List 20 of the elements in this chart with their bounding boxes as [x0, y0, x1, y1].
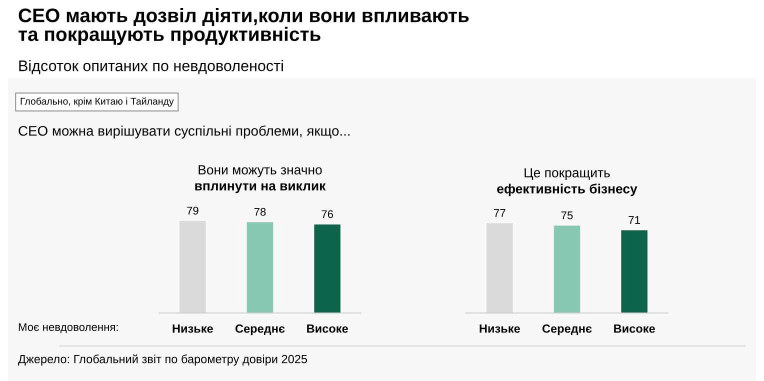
text: Джерело: Глобальний звіт по барометру довіри 2025	[18, 354, 308, 366]
text: Відсоток опитаних по невдоволеності	[19, 60, 283, 74]
chart-title: Це покращить ефективність бізнесу	[497, 168, 638, 196]
data-label: 75	[561, 212, 573, 220]
data-label: 76	[322, 210, 334, 218]
text: СЕО можна вирішувати суспільні проблеми, якщо...	[18, 125, 350, 139]
chart-title: Вони можуть значно вплинути на виклик	[195, 165, 326, 194]
data-label: 71	[628, 216, 640, 224]
x-tick-label: Середнє	[542, 324, 592, 336]
x-tick-label: Високе	[614, 324, 655, 333]
text: Глобально, крім Китаю і Тайланду	[20, 97, 174, 107]
x-tick-label: Низьке	[480, 324, 520, 333]
data-label: 77	[494, 209, 506, 217]
x-tick-label: Високе	[307, 324, 348, 333]
data-label: 79	[187, 206, 198, 215]
data-label: 78	[254, 208, 266, 216]
x-tick-label: Середнє	[235, 324, 285, 336]
x-tick-label: Низьке	[172, 324, 213, 333]
text: СЕО мають дозвіл діяти,коли вони впливають та покращують продуктивність	[18, 8, 469, 45]
text: Моє невдоволення:	[18, 323, 118, 334]
